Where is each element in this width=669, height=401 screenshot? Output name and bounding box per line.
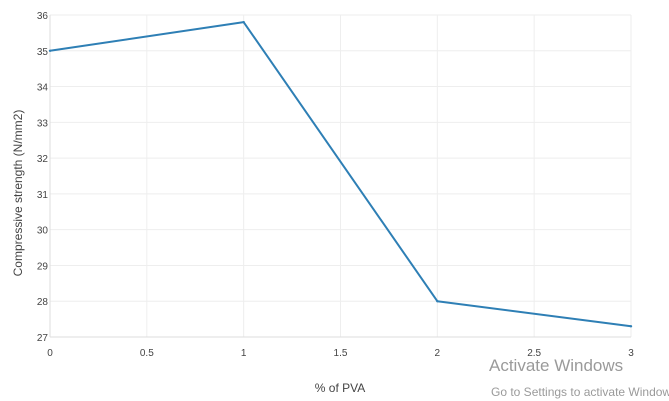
y-tick-label: 29 (37, 261, 49, 272)
x-tick-label: 2 (435, 348, 441, 359)
y-tick-label: 27 (37, 333, 49, 344)
y-tick-label: 30 (37, 226, 49, 237)
x-tick-label: 0 (47, 348, 53, 359)
data-point (629, 325, 633, 328)
y-tick-label: 36 (37, 11, 49, 22)
x-tick-label: 1 (241, 348, 247, 359)
x-tick-labels: 0 0.5 1 1.5 2 2.5 3 (47, 348, 634, 359)
y-tick-label: 28 (37, 297, 49, 308)
y-tick-label: 35 (37, 47, 49, 58)
x-tick-label: 0.5 (140, 348, 154, 359)
y-tick-label: 32 (37, 154, 49, 165)
x-tick-label: 2.5 (527, 348, 541, 359)
y-axis-title: Compressive strength (N/mm2) (11, 110, 25, 277)
y-tick-labels: 27 28 29 30 31 32 33 34 35 36 (37, 11, 49, 344)
grid (49, 14, 632, 338)
data-point (48, 49, 52, 52)
series-layer (48, 20, 633, 328)
series-line (49, 21, 632, 328)
x-tick-label: 1.5 (334, 348, 348, 359)
data-point (242, 20, 245, 24)
x-axis-title: % of PVA (315, 381, 365, 395)
data-point (436, 300, 439, 303)
x-tick-label: 3 (628, 348, 634, 359)
activate-windows-title: Activate Windows (489, 356, 624, 375)
axes (49, 15, 631, 338)
y-tick-label: 31 (37, 190, 49, 201)
activate-windows-subtitle: Go to Settings to activate Windows. (491, 385, 669, 399)
y-tick-label: 34 (37, 83, 49, 94)
y-tick-label: 33 (37, 118, 49, 129)
